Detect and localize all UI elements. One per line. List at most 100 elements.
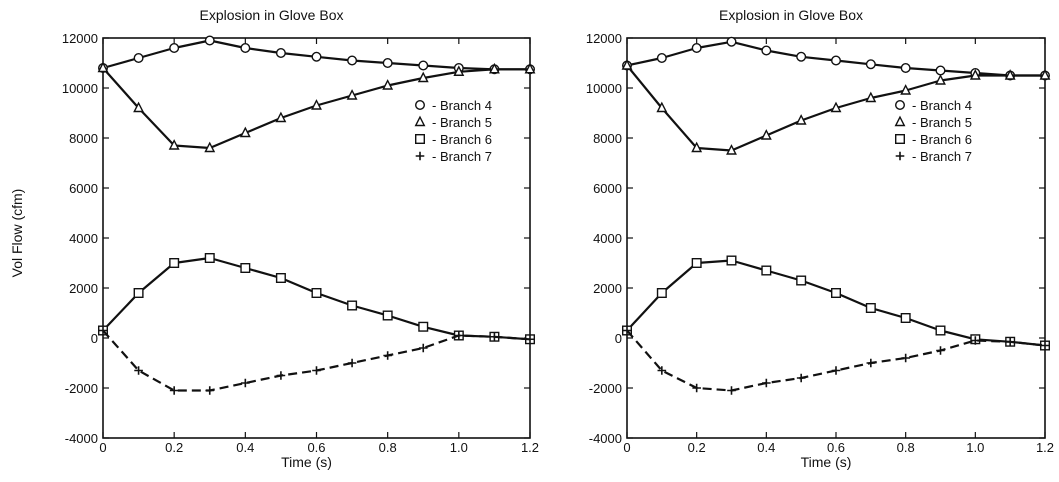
y-tick-label: 4000	[69, 231, 98, 246]
data-point-branch-6	[900, 313, 911, 324]
legend-label: - Branch 6	[432, 132, 492, 147]
data-point-branch-4	[382, 58, 393, 69]
x-tick-label: 0.4	[236, 440, 254, 455]
chart-title: Explosion in Glove Box	[719, 7, 863, 23]
data-point-branch-4	[347, 55, 358, 66]
chart-title: Explosion in Glove Box	[200, 7, 344, 23]
data-point-branch-6	[133, 288, 144, 299]
y-tick-label: 2000	[69, 281, 98, 296]
data-point-branch-5	[656, 101, 668, 113]
data-point-branch-4	[275, 48, 286, 59]
data-point-branch-5	[691, 141, 703, 153]
data-point-branch-6	[761, 265, 772, 276]
data-point-branch-7	[241, 378, 250, 388]
legend-marker	[895, 133, 906, 144]
x-tick-label: 0.2	[165, 440, 183, 455]
data-point-branch-7	[727, 386, 736, 395]
data-point-branch-5	[795, 114, 807, 125]
data-point-branch-6	[691, 258, 702, 269]
data-point-branch-7	[418, 343, 428, 353]
data-point-branch-4	[418, 60, 429, 71]
data-point-branch-7	[98, 326, 108, 335]
data-point-branch-5	[865, 91, 877, 103]
data-point-branch-5	[239, 126, 251, 138]
data-point-branch-7	[971, 336, 980, 345]
data-point-branch-7	[796, 373, 806, 383]
data-point-branch-5	[726, 144, 737, 155]
data-point-branch-6	[656, 288, 667, 299]
data-point-branch-5	[382, 79, 394, 90]
data-point-branch-5	[1039, 69, 1051, 80]
x-tick-label: 0.4	[757, 440, 775, 455]
y-tick-label: 10000	[586, 81, 622, 96]
y-tick-label: 6000	[69, 181, 98, 196]
x-tick-label: 1.0	[966, 440, 984, 455]
legend-label: - Branch 4	[912, 98, 972, 113]
data-point-branch-5	[488, 62, 500, 74]
data-point-branch-5	[133, 101, 145, 113]
y-tick-label: 10000	[62, 81, 98, 96]
data-point-branch-7	[692, 383, 701, 393]
data-point-branch-5	[168, 139, 180, 150]
data-point-branch-7	[657, 366, 667, 375]
data-point-branch-5	[830, 101, 842, 113]
legend-marker	[895, 99, 906, 110]
x-axis-label: Time (s)	[801, 454, 852, 470]
data-point-branch-7	[347, 358, 357, 368]
data-point-branch-5	[311, 99, 322, 110]
legend-label: - Branch 4	[432, 98, 492, 113]
data-point-branch-5	[275, 111, 287, 123]
data-point-branch-4	[761, 45, 772, 56]
data-point-branch-6	[865, 303, 876, 314]
data-point-branch-5	[621, 59, 633, 70]
data-point-branch-6	[726, 255, 737, 266]
y-tick-label: -4000	[589, 431, 622, 446]
data-point-branch-4	[311, 51, 322, 62]
data-point-branch-6	[311, 288, 322, 299]
data-point-branch-4	[691, 43, 702, 54]
data-point-branch-7	[454, 331, 464, 340]
data-point-branch-7	[525, 334, 535, 344]
data-point-branch-4	[865, 59, 876, 70]
x-tick-label: 1.0	[450, 440, 468, 455]
x-tick-label: 0.6	[827, 440, 845, 455]
legend-marker	[415, 99, 426, 110]
data-point-branch-7	[901, 353, 910, 363]
data-point-branch-6	[275, 273, 286, 284]
legend-marker	[894, 115, 906, 127]
series-line-branch-6	[626, 259, 1046, 347]
y-tick-label: 4000	[593, 231, 622, 246]
x-tick-label: 1.2	[521, 440, 539, 455]
data-point-branch-7	[762, 378, 771, 388]
data-point-branch-6	[935, 325, 946, 336]
data-point-branch-4	[204, 35, 215, 46]
chart-panel-1: Explosion in Glove Box 0 0.2 0.4 0.6 0.8 1.0 1.…	[62, 7, 539, 470]
y-tick-label: 2000	[593, 281, 622, 296]
plot-frame	[626, 37, 1046, 439]
legend-marker	[414, 115, 426, 127]
y-tick-label: 0	[615, 331, 622, 346]
data-point-branch-4	[900, 63, 911, 74]
data-point-branch-6	[418, 321, 429, 332]
y-axis-label: Vol Flow (cfm)	[9, 188, 25, 278]
x-tick-label: 0.8	[379, 440, 397, 455]
y-tick-label: -2000	[589, 381, 622, 396]
data-point-branch-5	[346, 89, 358, 100]
x-tick-label: 0	[623, 440, 630, 455]
legend-label: - Branch 5	[432, 115, 492, 130]
legend-marker	[415, 151, 425, 161]
x-tick-label: 0.8	[897, 440, 915, 455]
data-point-branch-6	[796, 275, 807, 286]
data-point-branch-7	[276, 371, 286, 380]
data-point-branch-7	[1005, 337, 1015, 347]
y-tick-label: 12000	[62, 31, 98, 46]
legend-label: - Branch 5	[912, 115, 972, 130]
data-point-branch-7	[622, 326, 632, 335]
data-point-branch-5	[453, 65, 465, 76]
data-point-branch-5	[1004, 69, 1016, 80]
series-line-branch-7	[102, 329, 531, 392]
data-point-branch-4	[831, 55, 842, 66]
series-line-branch-6	[102, 256, 531, 341]
data-point-branch-5	[935, 74, 946, 85]
